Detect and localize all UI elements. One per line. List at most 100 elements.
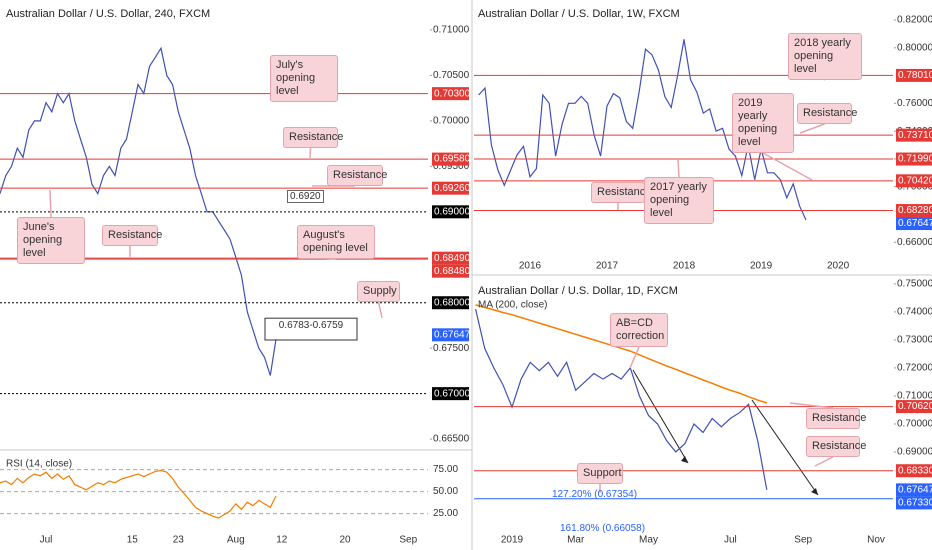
x-tick-label: 20: [339, 535, 351, 546]
x-tick-label: May: [639, 535, 658, 546]
callout-pointer: [629, 346, 640, 369]
x-tick-label: Sep: [399, 535, 417, 546]
zone-label: 0.6783-0.6759: [279, 320, 344, 331]
level-label: 0.68490: [434, 253, 471, 264]
annotation: Support: [577, 463, 623, 484]
level-label-box: [432, 152, 469, 166]
level-label-box: [432, 387, 469, 401]
x-tick-label: 15: [127, 535, 139, 546]
annotation: July's opening level: [270, 55, 338, 102]
level-label-box: [896, 68, 932, 82]
annotation: June's opening level: [17, 217, 85, 264]
level-label: 0.71990: [898, 154, 932, 165]
level-label: 0.69580: [434, 154, 471, 165]
annotation: 0.6920: [287, 190, 324, 203]
annotation: AB=CD correction: [610, 313, 668, 347]
annotation: Resistance: [591, 182, 651, 203]
level-label: 0.67330: [898, 498, 932, 509]
level-label: 0.68280: [898, 205, 932, 216]
level-label-box: [896, 400, 932, 414]
y-tick-label: 0.72000: [897, 363, 932, 374]
level-label-box: [896, 464, 932, 478]
annotation: Resistance: [283, 127, 343, 148]
x-tick-label: Jul: [724, 535, 737, 546]
x-tick-label: 2020: [827, 261, 850, 272]
trend-arrow: [632, 369, 689, 464]
annotation: August's opening level: [297, 225, 375, 259]
x-tick-label: Mar: [567, 535, 585, 546]
level-label: 0.78010: [898, 70, 932, 81]
level-label-box: [432, 328, 469, 342]
y-tick-label: 0.80000: [897, 42, 932, 53]
level-label: 0.67000: [434, 388, 471, 399]
y-tick-label: 0.82000: [897, 15, 932, 26]
x-tick-label: Jul: [40, 535, 53, 546]
trend-arrow: [751, 399, 819, 496]
price-line: [475, 304, 768, 404]
x-tick-label: 2019: [750, 261, 773, 272]
level-label-box: [896, 152, 932, 166]
y-tick-label: 0.67500: [433, 343, 470, 354]
level-label-box: [432, 181, 469, 195]
arrow-head: [681, 456, 688, 463]
level-label: 0.67647: [898, 218, 932, 229]
price-line: [478, 39, 807, 221]
level-label-box: [432, 205, 469, 219]
x-tick-label: 2016: [519, 261, 542, 272]
annotation: 161.80% (0.66058): [560, 523, 646, 534]
rsi-tick-label: 75.00: [433, 464, 458, 475]
price-line: [0, 46, 277, 376]
y-tick-label: 0.70500: [433, 70, 470, 81]
annotation: 2019 yearly opening level: [732, 93, 794, 153]
level-label-box: [896, 128, 932, 142]
annotation: 127.20% (0.67354): [552, 489, 638, 500]
x-tick-label: 2019: [501, 535, 524, 546]
level-label: 0.67647: [898, 485, 932, 496]
chart-title: Australian Dollar / U.S. Dollar, 1W, FXC…: [478, 8, 680, 20]
callout-pointer: [789, 402, 834, 409]
level-label: 0.68480: [434, 266, 471, 277]
y-tick-label: 0.66500: [433, 434, 470, 445]
x-tick-label: Aug: [227, 535, 245, 546]
level-label: 0.70620: [898, 401, 932, 412]
level-label-box: [896, 217, 932, 231]
level-label: 0.67647: [434, 329, 471, 340]
annotation: Supply: [357, 281, 400, 302]
level-label: 0.69000: [434, 206, 471, 217]
level-label-box: [432, 264, 469, 278]
level-label: 0.68000: [434, 297, 471, 308]
level-label-box: [896, 174, 932, 188]
x-tick-label: 23: [173, 535, 185, 546]
level-label-box: [432, 296, 469, 310]
y-tick-label: 0.75000: [897, 279, 932, 290]
level-label: 0.70420: [898, 175, 932, 186]
annotation: 2017 yearly opening level: [644, 177, 714, 224]
rsi-title: RSI (14, close): [6, 459, 72, 470]
callout-pointer: [677, 159, 680, 178]
annotation: Resistance: [806, 436, 866, 457]
annotation: Resistance: [797, 103, 857, 124]
callout-pointer: [377, 301, 383, 319]
annotation: 2018 yearly opening level: [788, 33, 862, 80]
supply-zone: [264, 317, 358, 341]
x-tick-label: Sep: [794, 535, 812, 546]
y-tick-label: 0.74000: [897, 307, 932, 318]
level-label-box: [896, 204, 932, 218]
level-label-box: [896, 496, 932, 510]
y-tick-label: 0.70000: [897, 419, 932, 430]
chart-title: Australian Dollar / U.S. Dollar, 240, FX…: [6, 8, 210, 20]
level-label: 0.68330: [898, 465, 932, 476]
level-label: 0.69260: [434, 183, 471, 194]
rsi-tick-label: 25.00: [433, 508, 458, 519]
level-label: 0.70300: [434, 88, 471, 99]
y-tick-label: 0.71000: [433, 25, 470, 36]
arrow-head: [811, 488, 818, 495]
callout-pointer: [309, 147, 312, 159]
x-tick-label: 12: [276, 535, 288, 546]
y-tick-label: 0.76000: [897, 98, 932, 109]
y-tick-label: 0.71000: [897, 391, 932, 402]
chart-title: Australian Dollar / U.S. Dollar, 1D, FXC…: [478, 285, 678, 297]
x-tick-label: 2018: [673, 261, 696, 272]
